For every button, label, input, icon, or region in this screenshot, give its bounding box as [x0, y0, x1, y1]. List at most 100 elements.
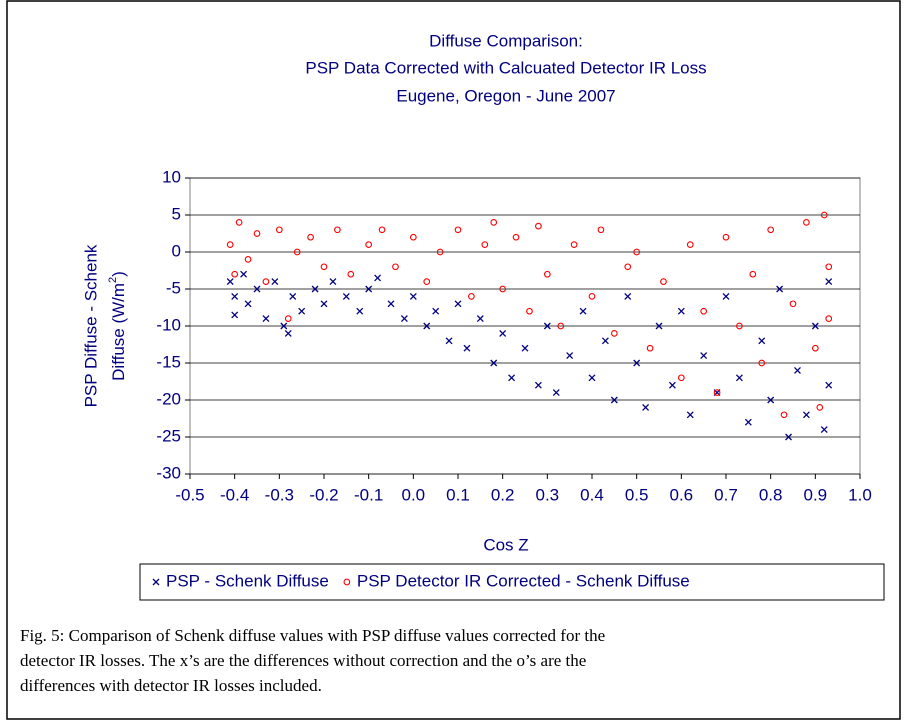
x-tick-label: 0.8	[759, 485, 783, 504]
point	[499, 285, 507, 293]
y-tick-label: -5	[166, 278, 181, 297]
x-tick-label: 0.9	[804, 485, 828, 504]
point	[736, 322, 743, 330]
point	[280, 322, 288, 330]
point	[744, 418, 752, 426]
x-tick-label: 0.7	[714, 485, 738, 504]
point	[378, 226, 386, 234]
point	[780, 411, 788, 419]
point	[284, 329, 292, 337]
point	[244, 256, 252, 263]
point	[347, 270, 355, 278]
point	[610, 396, 618, 404]
point	[660, 278, 667, 285]
point	[597, 226, 605, 234]
point	[365, 241, 373, 248]
point	[722, 292, 730, 300]
point	[271, 278, 279, 286]
point	[588, 374, 596, 382]
point	[253, 230, 261, 237]
point	[677, 307, 685, 315]
point	[423, 278, 431, 285]
point	[758, 359, 766, 367]
point	[275, 226, 283, 234]
x-tick-label: -0.1	[354, 485, 383, 504]
point	[825, 381, 833, 389]
point	[374, 274, 382, 282]
point	[356, 307, 364, 315]
y-tick-label: -30	[156, 463, 181, 482]
point	[334, 226, 341, 234]
point	[642, 403, 650, 411]
point	[570, 241, 578, 248]
y-tick-label: 10	[162, 167, 181, 186]
chart-title: Diffuse Comparison:	[429, 31, 583, 50]
point	[588, 293, 596, 300]
point	[749, 270, 757, 278]
point	[735, 374, 743, 382]
point	[543, 322, 551, 330]
point	[231, 270, 239, 278]
point	[342, 292, 350, 300]
point	[820, 426, 828, 434]
point	[392, 263, 399, 271]
x-tick-label: 0.1	[446, 485, 470, 504]
point	[655, 322, 663, 330]
point	[794, 366, 801, 374]
x-tick-label: -0.2	[309, 485, 338, 504]
legend-marker	[343, 578, 351, 586]
point	[329, 278, 337, 286]
point	[526, 307, 533, 315]
point	[543, 270, 551, 278]
y-tick-label: 5	[172, 204, 181, 223]
y-tick-label: -15	[156, 352, 181, 371]
point	[668, 381, 676, 389]
y-label-sup: 2	[107, 277, 119, 283]
y-tick-label: -10	[156, 315, 181, 334]
caption: differences with detector IR losses incl…	[20, 676, 322, 695]
point	[789, 300, 797, 308]
point	[610, 330, 618, 337]
point	[231, 292, 239, 300]
y-tick-label: 0	[172, 241, 181, 260]
point	[820, 211, 828, 219]
point	[508, 374, 516, 382]
point	[811, 322, 819, 330]
point	[686, 411, 694, 419]
chart-title: PSP Data Corrected with Calcuated Detect…	[305, 58, 706, 77]
point	[633, 359, 641, 367]
point	[400, 315, 408, 323]
point	[320, 263, 328, 271]
point	[432, 307, 440, 315]
point	[713, 389, 721, 396]
point	[490, 219, 498, 226]
x-tick-label: 1.0	[848, 485, 872, 504]
point	[454, 300, 462, 308]
point	[601, 337, 609, 345]
x-tick-label: -0.4	[220, 485, 249, 504]
point	[646, 344, 654, 352]
point	[490, 359, 498, 367]
x-tick-label: 0.4	[580, 485, 604, 504]
point	[468, 293, 475, 300]
point	[423, 322, 431, 330]
point	[307, 233, 314, 241]
point	[579, 307, 587, 315]
point	[481, 241, 489, 248]
x-tick-label: -0.3	[265, 485, 294, 504]
point	[624, 292, 632, 300]
point	[624, 263, 632, 271]
point	[534, 381, 542, 389]
caption: detector IR losses. The x’s are the diff…	[20, 651, 586, 670]
point	[535, 222, 542, 230]
point	[463, 344, 471, 352]
y-label-text: Diffuse (W/m	[109, 283, 128, 381]
point	[235, 219, 243, 226]
point	[557, 322, 565, 330]
point	[454, 226, 462, 234]
point	[262, 278, 270, 285]
point	[311, 285, 319, 293]
point	[284, 315, 292, 322]
chart-title: Eugene, Oregon - June 2007	[396, 86, 615, 105]
point	[262, 315, 270, 323]
